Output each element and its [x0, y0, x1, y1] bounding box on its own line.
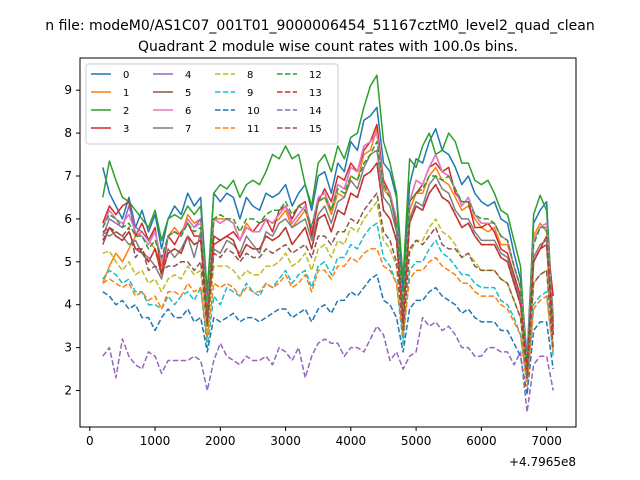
- x-tick-label: 1000: [140, 434, 171, 448]
- legend-label-3: 3: [123, 124, 129, 135]
- x-tick-label: 7000: [531, 434, 562, 448]
- series-line-12: [102, 140, 554, 366]
- x-axis-offset-label: +4.7965e8: [509, 455, 576, 469]
- legend-label-15: 15: [309, 124, 322, 135]
- legend-frame: [85, 63, 339, 145]
- x-tick-label: 0: [86, 434, 94, 448]
- y-tick-label: 2: [64, 384, 72, 398]
- legend-label-12: 12: [309, 70, 322, 81]
- x-tick-label: 6000: [466, 434, 497, 448]
- legend-label-0: 0: [123, 70, 129, 81]
- y-tick-label: 7: [64, 169, 72, 183]
- legend-label-11: 11: [247, 124, 260, 135]
- y-tick-label: 5: [64, 255, 72, 269]
- plot-area-frame: [79, 57, 577, 428]
- series-layer: [102, 74, 554, 413]
- legend-label-7: 7: [185, 124, 191, 135]
- series-line-4: [102, 132, 554, 362]
- legend-label-8: 8: [247, 70, 253, 81]
- y-tick-label: 3: [64, 341, 72, 355]
- legend-label-1: 1: [123, 88, 129, 99]
- legend-label-5: 5: [185, 88, 191, 99]
- legend-label-10: 10: [247, 106, 260, 117]
- x-axis: 0 1000 2000 3000 4000 5000 6000 7000: [86, 427, 562, 448]
- y-tick-label: 6: [64, 212, 72, 226]
- chart-title: Quadrant 2 module wise count rates with …: [138, 39, 518, 55]
- legend-label-2: 2: [123, 106, 129, 117]
- x-tick-label: 4000: [336, 434, 367, 448]
- series-line-0: [102, 106, 554, 357]
- legend-label-9: 9: [247, 88, 253, 99]
- series-line-2: [102, 74, 554, 375]
- series-line-7: [102, 149, 554, 370]
- y-axis: 2 3 4 5 6 7 8 9: [64, 83, 80, 398]
- legend-label-4: 4: [185, 70, 191, 81]
- series-line-11: [102, 248, 554, 387]
- chart-suptitle: n file: modeM0/AS1C07_001T01_9000006454_…: [45, 18, 594, 34]
- series-line-6: [102, 132, 554, 362]
- legend-label-14: 14: [309, 106, 322, 117]
- legend-label-13: 13: [309, 88, 322, 99]
- x-tick-label: 3000: [270, 434, 301, 448]
- series-line-1: [102, 128, 554, 366]
- series-line-3: [102, 123, 554, 379]
- series-line-14: [102, 316, 554, 413]
- y-tick-label: 8: [64, 126, 72, 140]
- series-line-8: [102, 200, 554, 379]
- series-line-9: [102, 222, 554, 383]
- y-tick-label: 4: [64, 298, 72, 312]
- series-line-10: [102, 273, 554, 396]
- y-tick-label: 9: [64, 83, 72, 97]
- x-tick-label: 5000: [401, 434, 432, 448]
- legend-label-6: 6: [185, 106, 191, 117]
- series-line-13: [102, 162, 554, 370]
- x-tick-label: 2000: [205, 434, 236, 448]
